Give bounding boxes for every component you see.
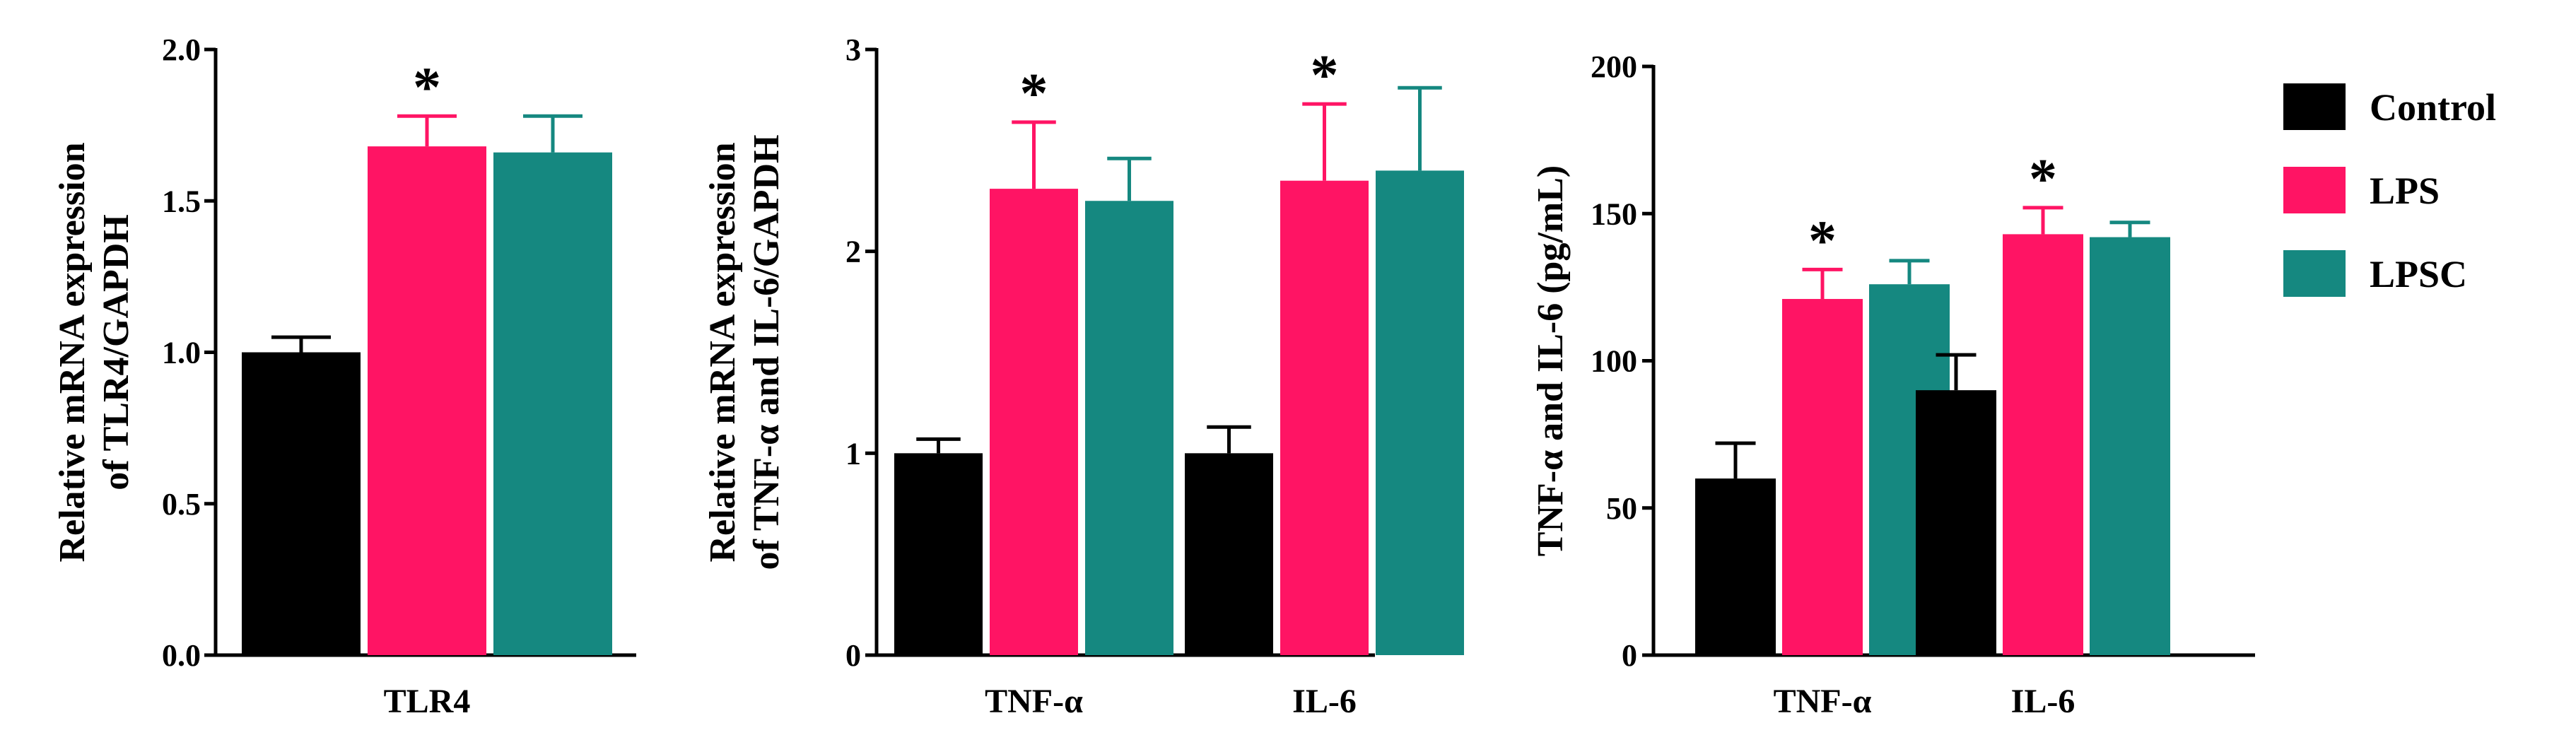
legend-swatch-lps (2283, 167, 2346, 213)
panel3-significance-star-tnf: * (1808, 210, 1837, 272)
panel1-y-tick-label: 1.5 (162, 184, 201, 218)
panel3-category-label-tnf: TNF-α (1774, 683, 1872, 720)
panel3-bar-tnf-lps (1782, 299, 1863, 655)
panel2-bar-tnf-lps (990, 189, 1078, 655)
panel2-y-axis-label: of TNF-α and IL-6/GAPDH (747, 134, 787, 570)
panel2-significance-star-il-6: * (1311, 45, 1339, 107)
panel1-y-tick-label: 2.0 (162, 33, 201, 67)
panel2-y-tick-label: 1 (845, 436, 861, 471)
panel2-bar-il-6-lpsc (1376, 170, 1464, 655)
panel1-y-tick-label: 1.0 (162, 336, 201, 370)
legend-label-lpsc: LPSC (2370, 253, 2467, 295)
panel2-y-tick-label: 3 (845, 33, 861, 67)
panel1-bar-tlr4-lpsc (493, 152, 612, 655)
panel2-y-tick-label: 0 (845, 638, 861, 673)
panel2-category-label-il-6: IL-6 (1292, 683, 1357, 720)
panel1-bar-tlr4-control (242, 352, 361, 655)
panel1-significance-star-tlr4: * (413, 57, 441, 119)
panel2-bar-tnf-lpsc (1085, 201, 1173, 655)
panel3-bar-il-6-control (1916, 390, 1996, 655)
panel2-bar-il-6-control (1185, 453, 1273, 655)
legend-swatch-control (2283, 83, 2346, 130)
panel2-y-axis-label: Relative mRNA expression (703, 142, 743, 562)
panel3-y-tick-label: 50 (1606, 491, 1637, 526)
panel3-significance-star-il-6: * (2029, 148, 2057, 211)
legend-swatch-lpsc (2283, 250, 2346, 297)
panel3-y-axis-label: TNF-α and IL-6 (pg/mL) (1530, 165, 1571, 556)
panel3-y-tick-label: 100 (1591, 344, 1637, 379)
panel1-y-tick-label: 0.0 (162, 638, 201, 673)
panel2-bar-tnf-control (894, 453, 983, 655)
panel3-category-label-il-6: IL-6 (2011, 683, 2076, 720)
panel3-bar-il-6-lpsc (2090, 237, 2170, 655)
panel2-category-label-tnf: TNF-α (985, 683, 1083, 720)
panel3-bar-tnf-control (1695, 478, 1776, 655)
legend-label-control: Control (2370, 86, 2496, 129)
panel1-y-axis-label: Relative mRNA expression (52, 142, 93, 562)
panel1-y-tick-label: 0.5 (162, 487, 201, 522)
panel3-bar-il-6-lps (2003, 234, 2083, 655)
panel1-bar-tlr4-lps (368, 146, 486, 655)
panel1-category-label-tlr4: TLR4 (384, 683, 471, 720)
panel3-y-tick-label: 0 (1622, 638, 1637, 673)
legend-label-lps: LPS (2370, 170, 2440, 212)
panel1-y-axis-label: of TLR4/GAPDH (96, 214, 136, 490)
panel2-bar-il-6-lps (1280, 180, 1369, 655)
panel2-y-tick-label: 2 (845, 235, 861, 269)
panel2-significance-star-tnf: * (1020, 63, 1048, 125)
panel3-y-tick-label: 150 (1591, 196, 1637, 231)
panel3-y-tick-label: 200 (1591, 49, 1637, 84)
